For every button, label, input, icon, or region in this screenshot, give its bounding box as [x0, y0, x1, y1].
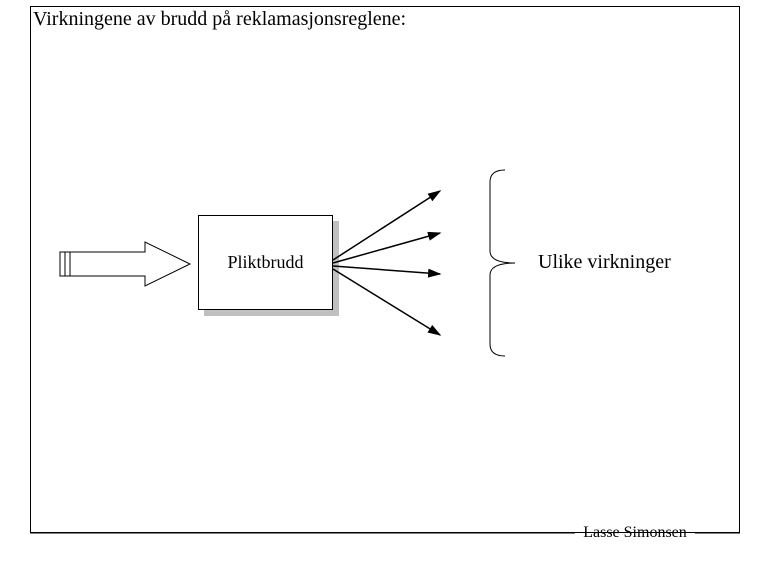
- diagram-svg: [0, 0, 765, 570]
- diagram-canvas: Virkningene av brudd på reklamasjonsregl…: [0, 0, 765, 570]
- input-block-arrow: [60, 242, 190, 286]
- curly-brace: [490, 170, 515, 356]
- output-arrows: [333, 191, 440, 335]
